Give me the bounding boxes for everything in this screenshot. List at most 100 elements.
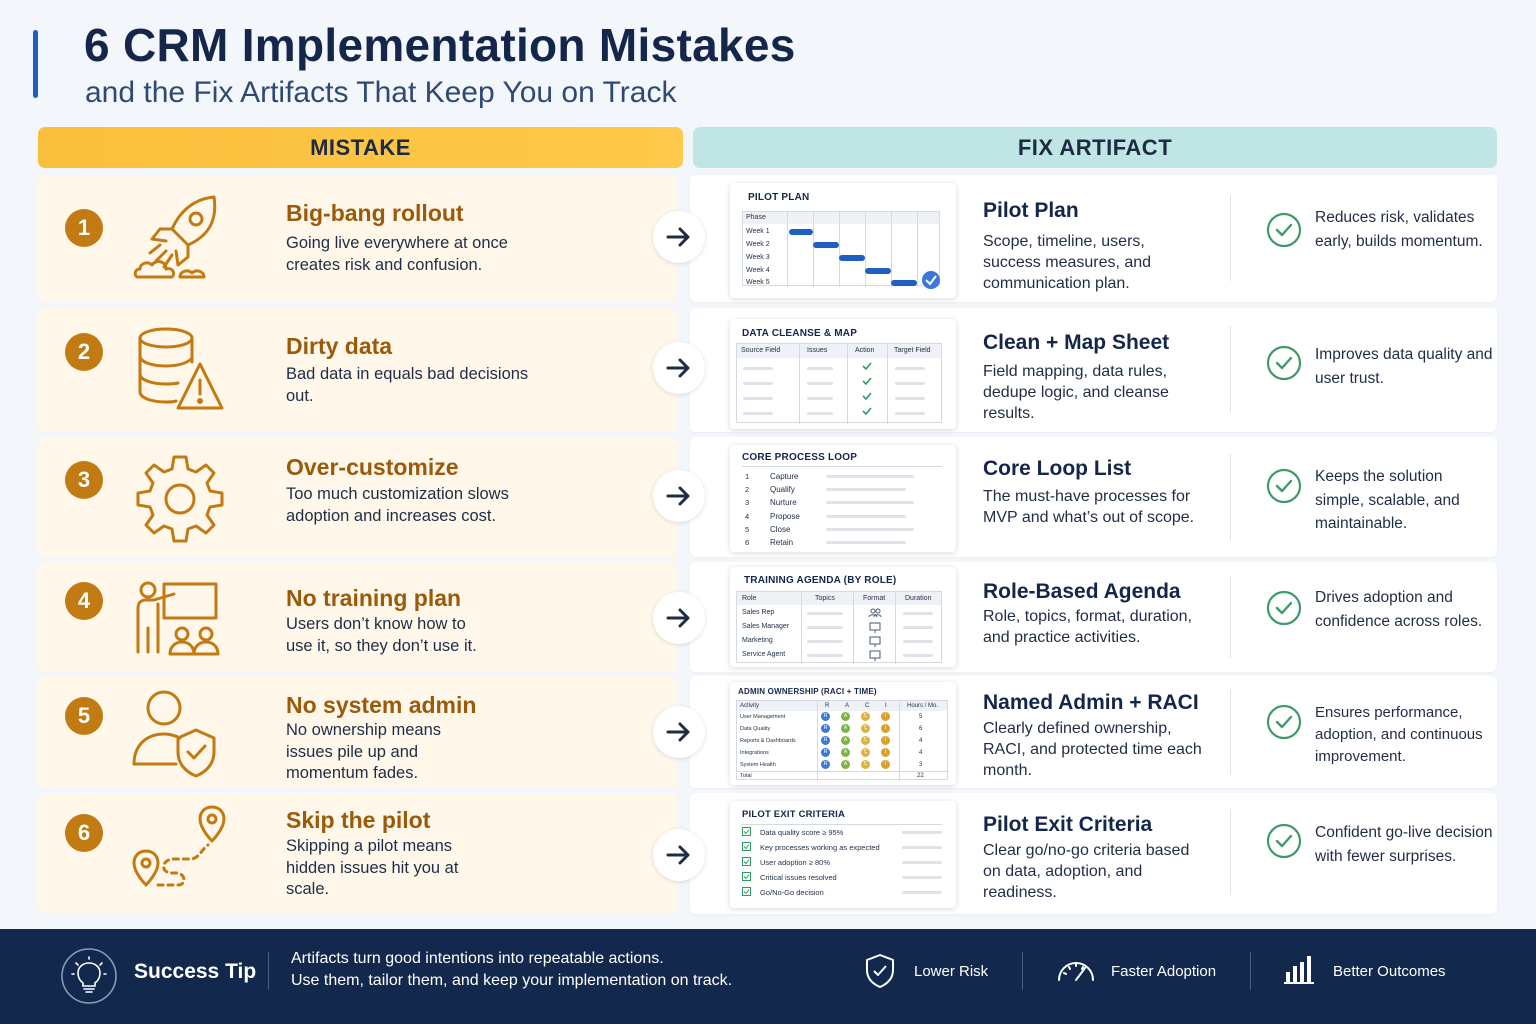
arrow-right-icon: [666, 358, 690, 378]
raci-badge-r: R: [821, 712, 830, 721]
raci-badge-a: A: [841, 724, 850, 733]
benefit-description: Improves data quality and user trust.: [1315, 346, 1493, 387]
footer-separator: [1250, 952, 1251, 990]
criteria-item: Go/No-Go decision: [760, 888, 824, 897]
mistake-row-3: 3 Over-customize Too much customization …: [38, 437, 1497, 557]
table-header: I: [885, 703, 887, 709]
criteria-item: Data quality score ≥ 95%: [760, 828, 844, 837]
gantt-row-label: Week 4: [746, 267, 770, 274]
mistake-title: No system admin: [286, 692, 477, 718]
fix-description: Scope, timeline, users, success measures…: [983, 233, 1152, 292]
raci-badge-a: A: [841, 760, 850, 769]
arrow-button: [653, 592, 705, 644]
raci-badge-i: I: [881, 748, 890, 757]
raci-badge-a: A: [841, 748, 850, 757]
footer-separator: [1022, 952, 1023, 990]
footer-separator: [268, 952, 269, 990]
gantt-bar: [839, 255, 865, 261]
footer-bar: Success Tip Artifacts turn good intentio…: [0, 929, 1536, 1024]
hours-value: 6: [919, 726, 923, 732]
mistake-description: No ownership means issues pile up and mo…: [286, 721, 441, 782]
arrow-right-icon: [666, 845, 690, 865]
raci-badge-c: C: [861, 724, 870, 733]
arrow-button: [653, 342, 705, 394]
gantt-row-label: Week 3: [746, 254, 770, 261]
role-label: Service Agent: [742, 651, 786, 658]
gantt-bar: [891, 280, 917, 286]
step-number: 5: [745, 525, 750, 534]
title-accent-bar: [33, 30, 38, 98]
mistake-title: Skip the pilot: [286, 807, 431, 833]
activity-label: Reports & Dashboards: [740, 738, 796, 744]
row-number-badge: 1: [65, 209, 103, 247]
mistake-cell: [38, 676, 678, 788]
total-value: 22: [917, 773, 924, 779]
table-header: R: [825, 703, 830, 709]
mistake-cell: [38, 562, 678, 672]
user-shield-icon: [132, 690, 216, 778]
benefit-lower-risk: Lower Risk: [914, 963, 989, 980]
mistake-column-header: MISTAKE: [38, 127, 683, 168]
column-divider: [1230, 809, 1231, 895]
benefit-better-outcomes: Better Outcomes: [1333, 963, 1446, 980]
check-marks-icon: [862, 362, 872, 416]
row-number-badge: 5: [65, 697, 103, 735]
checkmark-circle-icon: [1266, 704, 1302, 740]
thumbnail-title: PILOT EXIT CRITERIA: [742, 809, 846, 820]
success-tip-text: Artifacts turn good intentions into repe…: [291, 948, 732, 991]
thumbnail-title: TRAINING AGENDA (BY ROLE): [744, 575, 897, 586]
database-warning-icon: [138, 327, 224, 410]
raci-badge-r: R: [821, 748, 830, 757]
raci-table: Activity R A C I Hours / Mo. User Manage…: [736, 700, 949, 781]
checkmark-circle-icon: [1266, 590, 1302, 626]
success-tip-line: Use them, tailor them, and keep your imp…: [291, 971, 733, 989]
role-label: Sales Manager: [742, 623, 790, 630]
gantt-table: Phase Week 1 Week 2 Week 3 Week 4 Week 5: [742, 211, 940, 287]
raci-badges: R A C I R A C I R A C I R A C I R: [821, 712, 897, 770]
fix-description: Clearly defined ownership, RACI, and pro…: [983, 720, 1202, 779]
presenter-icon: [136, 581, 220, 656]
benefit-description: Confident go-live decision with fewer su…: [1315, 824, 1493, 865]
mistake-title: Big-bang rollout: [286, 200, 464, 226]
fix-title: Pilot Exit Criteria: [983, 813, 1153, 836]
table-header: Action: [855, 347, 875, 354]
gantt-bar: [789, 229, 813, 235]
table-header: Activity: [740, 703, 760, 709]
mistake-row-1: 1 Big-bang rollout Going live everywhere…: [38, 175, 1497, 302]
format-icons: [868, 608, 882, 661]
activity-label: Data Quality: [740, 726, 771, 732]
admin-raci-thumbnail: ADMIN OWNERSHIP (RACI + TIME) Activity R…: [730, 682, 956, 785]
core-process-thumbnail: CORE PROCESS LOOP 1 Capture 2 Qualify 3 …: [730, 445, 956, 552]
activity-label: User Management: [740, 714, 786, 720]
speedometer-icon: [1058, 962, 1094, 981]
fix-title: Role-Based Agenda: [983, 580, 1181, 603]
fix-description: Clear go/no-go criteria based on data, a…: [983, 842, 1190, 901]
data-cleanse-thumbnail: DATA CLEANSE & MAP Source Field Issues A…: [730, 319, 956, 429]
checkmark-circle-icon: [1266, 212, 1302, 248]
table-header: Source Field: [741, 347, 781, 354]
fix-description: The must-have processes for MVP and what…: [983, 488, 1195, 526]
gantt-row-label: Week 1: [746, 228, 770, 235]
mistake-cell: [38, 793, 678, 914]
checkmark-circle-icon: [1266, 345, 1302, 381]
raci-badge-r: R: [821, 736, 830, 745]
column-divider: [1230, 690, 1231, 774]
table-header: Target Field: [894, 347, 931, 354]
benefit-faster-adoption: Faster Adoption: [1111, 963, 1217, 980]
mistake-cell: [38, 175, 678, 302]
row-number-badge: 2: [65, 333, 103, 371]
row-number-badge: 4: [65, 582, 103, 620]
route-pins-icon: [132, 805, 226, 887]
arrow-right-icon: [666, 608, 690, 628]
gantt-bar: [865, 268, 891, 274]
table-header: Format: [863, 595, 886, 602]
table-header: Duration: [905, 595, 932, 602]
activity-label: Integrations: [740, 750, 769, 756]
bar-chart-icon: [1284, 956, 1314, 984]
arrow-button: [653, 211, 705, 263]
arrow-right-icon: [666, 486, 690, 506]
column-divider: [1230, 454, 1231, 540]
training-agenda-thumbnail: TRAINING AGENDA (BY ROLE) Role Topics Fo…: [730, 567, 956, 667]
criteria-item: Critical issues resolved: [760, 873, 837, 882]
mistake-description: Too much customization slows adoption an…: [286, 485, 509, 525]
